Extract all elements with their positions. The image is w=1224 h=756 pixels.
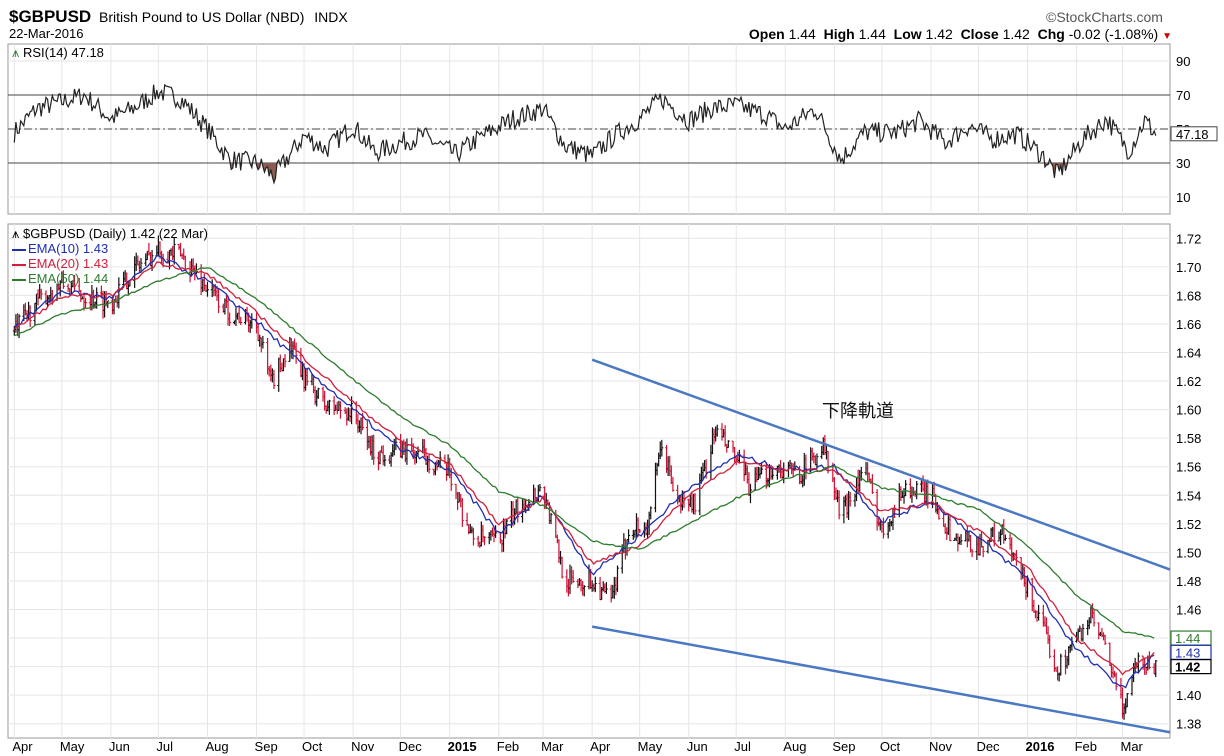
x-tick-label: Oct bbox=[880, 739, 901, 754]
low-label: Low bbox=[893, 26, 922, 42]
x-tick-label: Jul bbox=[156, 739, 173, 754]
ema10-swatch-icon bbox=[12, 248, 26, 251]
channel-annotation: 下降軌道 bbox=[822, 401, 894, 422]
price-layer bbox=[12, 235, 1158, 720]
x-tick-label: Jul bbox=[734, 739, 751, 754]
chg-label: Chg bbox=[1037, 26, 1065, 42]
open-value: 1.44 bbox=[788, 26, 816, 42]
price-tag-text: 1.44 bbox=[1175, 631, 1200, 646]
indicator-icon: ⩚ bbox=[12, 45, 20, 60]
price-y-tick-label: 1.46 bbox=[1176, 603, 1201, 618]
chart-date: 22-Mar-2016 bbox=[9, 26, 84, 41]
price-panel-frame bbox=[7, 223, 1171, 739]
high-value: 1.44 bbox=[858, 26, 886, 42]
channel-layer bbox=[591, 358, 1171, 734]
price-y-tick-label: 1.72 bbox=[1176, 231, 1201, 246]
instrument-name: British Pound to US Dollar (NBD) bbox=[99, 9, 305, 25]
x-tick-label: 2015 bbox=[448, 739, 477, 754]
ema50-legend-text: EMA(50) 1.44 bbox=[28, 271, 109, 286]
price-y-tick-label: 1.60 bbox=[1176, 403, 1201, 418]
rsi-y-tick-label: 70 bbox=[1176, 88, 1190, 103]
ema50-swatch-icon bbox=[12, 278, 26, 281]
down-arrow-icon: ▼ bbox=[1162, 31, 1172, 42]
price-y-tick-label: 1.58 bbox=[1176, 431, 1201, 446]
x-tick-label: Aug bbox=[783, 739, 806, 754]
price-legend: ⩚ $GBPUSD (Daily) 1.42 (22 Mar) bbox=[12, 227, 208, 240]
price-y-tick-label: 1.48 bbox=[1176, 574, 1201, 589]
price-y-tick-label: 1.52 bbox=[1176, 517, 1201, 532]
rsi-value-tag bbox=[1170, 126, 1218, 142]
ema20-legend-text: EMA(20) 1.43 bbox=[28, 256, 109, 271]
high-label: High bbox=[823, 26, 855, 42]
ema10-legend: EMA(10) 1.43 bbox=[12, 242, 108, 255]
axis-layer: Apr May Jun Jul Aug Sep Oct Nov Dec 2015 Feb Mar Apr… bbox=[12, 54, 1218, 754]
ema20-swatch-icon bbox=[12, 263, 26, 266]
x-tick-label: Feb bbox=[497, 739, 519, 754]
price-y-tick-label: 1.50 bbox=[1176, 545, 1201, 560]
price-y-tick-label: 1.54 bbox=[1176, 488, 1201, 503]
x-tick-label: Oct bbox=[302, 739, 323, 754]
rsi-y-tick-label: 30 bbox=[1176, 156, 1190, 171]
price-y-tick-label: 1.70 bbox=[1176, 260, 1201, 275]
x-tick-label: 2016 bbox=[1026, 739, 1055, 754]
price-y-tick-label: 1.40 bbox=[1176, 688, 1201, 703]
channel-lower-line bbox=[591, 625, 1171, 734]
x-tick-label: Jun bbox=[109, 739, 130, 754]
ema20-line bbox=[13, 261, 1155, 676]
rsi-y-tick-label: 90 bbox=[1176, 54, 1190, 69]
ema50-line bbox=[14, 267, 1155, 639]
x-tick-label: Jun bbox=[687, 739, 708, 754]
price-y-tick-label: 1.66 bbox=[1176, 317, 1201, 332]
x-tick-label: Mar bbox=[541, 739, 564, 754]
x-tick-label: Sep bbox=[255, 739, 278, 754]
symbol: $GBPUSD bbox=[9, 7, 92, 26]
ohlc-summary: Open 1.44 High 1.44 Low 1.42 Close 1.42 … bbox=[749, 27, 1172, 42]
brand-link[interactable]: ©StockCharts.com bbox=[1046, 9, 1163, 25]
x-tick-label: Apr bbox=[12, 739, 33, 754]
rsi-line bbox=[13, 83, 1157, 185]
x-tick-label: Dec bbox=[976, 739, 1000, 754]
exchange: INDX bbox=[314, 9, 348, 25]
rsi-legend-text: RSI(14) 47.18 bbox=[22, 45, 104, 60]
rsi-value-tag-text: 47.18 bbox=[1176, 127, 1209, 142]
x-tick-label: Nov bbox=[351, 739, 375, 754]
x-tick-label: Feb bbox=[1075, 739, 1097, 754]
price-y-tick-label: 1.64 bbox=[1176, 346, 1201, 361]
x-tick-label: Mar bbox=[1121, 739, 1144, 754]
x-tick-label: May bbox=[638, 739, 663, 754]
price-y-tick-label: 1.38 bbox=[1176, 717, 1201, 732]
close-label: Close bbox=[960, 26, 999, 42]
price-y-tick-label: 1.62 bbox=[1176, 374, 1201, 389]
ema50-legend: EMA(50) 1.44 bbox=[12, 272, 108, 285]
x-tick-label: Dec bbox=[399, 739, 423, 754]
close-value: 1.42 bbox=[1002, 26, 1030, 42]
price-tag bbox=[1170, 659, 1212, 675]
grid bbox=[8, 44, 1170, 738]
instrument-name-line: British Pound to US Dollar (NBD) INDX bbox=[99, 10, 348, 24]
rsi-layer bbox=[13, 83, 1157, 185]
price-legend-text: $GBPUSD (Daily) 1.42 (22 Mar) bbox=[22, 226, 208, 241]
x-tick-label: Nov bbox=[929, 739, 953, 754]
x-tick-label: Aug bbox=[205, 739, 228, 754]
price-tag-text: 1.42 bbox=[1175, 660, 1200, 675]
chart-icon: ⩚ bbox=[12, 226, 20, 241]
low-value: 1.42 bbox=[925, 26, 953, 42]
open-label: Open bbox=[748, 26, 785, 42]
rsi-legend: ⩚ RSI(14) 47.18 bbox=[12, 46, 104, 59]
x-tick-label: Apr bbox=[590, 739, 611, 754]
x-tick-label: May bbox=[60, 739, 85, 754]
x-tick-label: Sep bbox=[832, 739, 855, 754]
ema10-legend-text: EMA(10) 1.43 bbox=[28, 241, 109, 256]
channel-upper-line bbox=[591, 358, 1171, 571]
price-y-tick-label: 1.56 bbox=[1176, 460, 1201, 475]
ema10-line bbox=[13, 254, 1155, 689]
rsi-oversold-fill bbox=[231, 163, 1069, 183]
price-y-tick-label: 1.68 bbox=[1176, 288, 1201, 303]
ema-layer bbox=[13, 254, 1155, 689]
price-tag-text: 1.43 bbox=[1175, 645, 1200, 660]
rsi-y-tick-label: 10 bbox=[1176, 190, 1190, 205]
chg-value: -0.02 (-1.08%) bbox=[1068, 26, 1159, 42]
ema20-legend: EMA(20) 1.43 bbox=[12, 257, 108, 270]
